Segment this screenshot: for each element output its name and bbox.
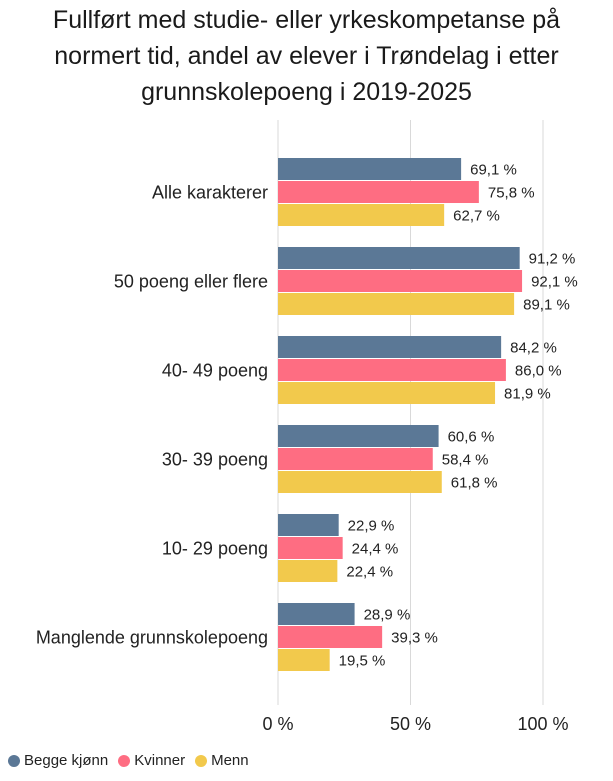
value-label: 62,7 % xyxy=(453,208,500,225)
bar xyxy=(278,560,338,582)
value-label: 84,2 % xyxy=(510,340,557,357)
bar xyxy=(278,247,520,269)
chart-title-line-2: normert tid, andel av elever i Trøndelag… xyxy=(54,42,559,70)
value-label: 69,1 % xyxy=(470,162,517,179)
legend-label: Menn xyxy=(211,752,249,769)
x-tick-label: 100 % xyxy=(517,714,568,734)
value-label: 81,9 % xyxy=(504,386,551,403)
category-label: Alle karakterer xyxy=(152,183,268,203)
bar xyxy=(278,626,383,648)
value-label: 86,0 % xyxy=(515,363,562,380)
legend-item: Kvinner xyxy=(118,752,185,769)
category-label: 50 poeng eller flere xyxy=(114,272,268,292)
bar xyxy=(278,448,433,470)
bar xyxy=(278,603,355,625)
legend-label: Kvinner xyxy=(134,752,186,769)
category-label: 30- 39 poeng xyxy=(162,450,268,470)
legend-item: Begge kjønn xyxy=(8,752,108,769)
legend-marker xyxy=(195,754,208,767)
value-label: 39,3 % xyxy=(391,630,438,647)
bar xyxy=(278,336,502,358)
legend-item: Menn xyxy=(195,752,249,769)
category-label: 10- 29 poeng xyxy=(162,539,268,559)
chart-title-line-3: grunnskolepoeng i 2019-2025 xyxy=(141,78,472,106)
value-label: 28,9 % xyxy=(364,607,411,624)
bar xyxy=(278,649,330,671)
x-tick-label: 0 % xyxy=(262,714,293,734)
bar xyxy=(278,359,506,381)
bar xyxy=(278,158,462,180)
value-label: 19,5 % xyxy=(339,653,386,670)
bar xyxy=(278,425,439,447)
bar xyxy=(278,293,515,315)
chart-title-line-1: Fullført med studie- eller yrkeskompetan… xyxy=(52,6,561,34)
value-label: 22,4 % xyxy=(346,564,393,581)
bar xyxy=(278,270,523,292)
chart-title: Fullført med studie- eller yrkeskompetan… xyxy=(0,2,613,110)
value-label: 24,4 % xyxy=(352,541,399,558)
legend-label: Begge kjønn xyxy=(24,752,109,769)
bar xyxy=(278,537,343,559)
bar xyxy=(278,204,445,226)
legend-marker xyxy=(118,754,131,767)
value-label: 75,8 % xyxy=(488,185,535,202)
value-label: 91,2 % xyxy=(529,251,576,268)
x-tick-label: 50 % xyxy=(390,714,431,734)
bar xyxy=(278,471,442,493)
category-label: 40- 49 poeng xyxy=(162,361,268,381)
category-label: Manglende grunnskolepoeng xyxy=(36,628,268,648)
bar xyxy=(278,181,479,203)
bar xyxy=(278,382,496,404)
value-label: 22,9 % xyxy=(348,518,395,535)
value-label: 89,1 % xyxy=(523,297,570,314)
legend-marker xyxy=(8,754,20,767)
value-label: 60,6 % xyxy=(448,429,495,446)
value-label: 92,1 % xyxy=(531,274,578,291)
value-label: 61,8 % xyxy=(451,475,498,492)
bar xyxy=(278,514,339,536)
legend: Begge kjønn Kvinner Menn xyxy=(8,752,259,769)
value-label: 58,4 % xyxy=(442,452,489,469)
